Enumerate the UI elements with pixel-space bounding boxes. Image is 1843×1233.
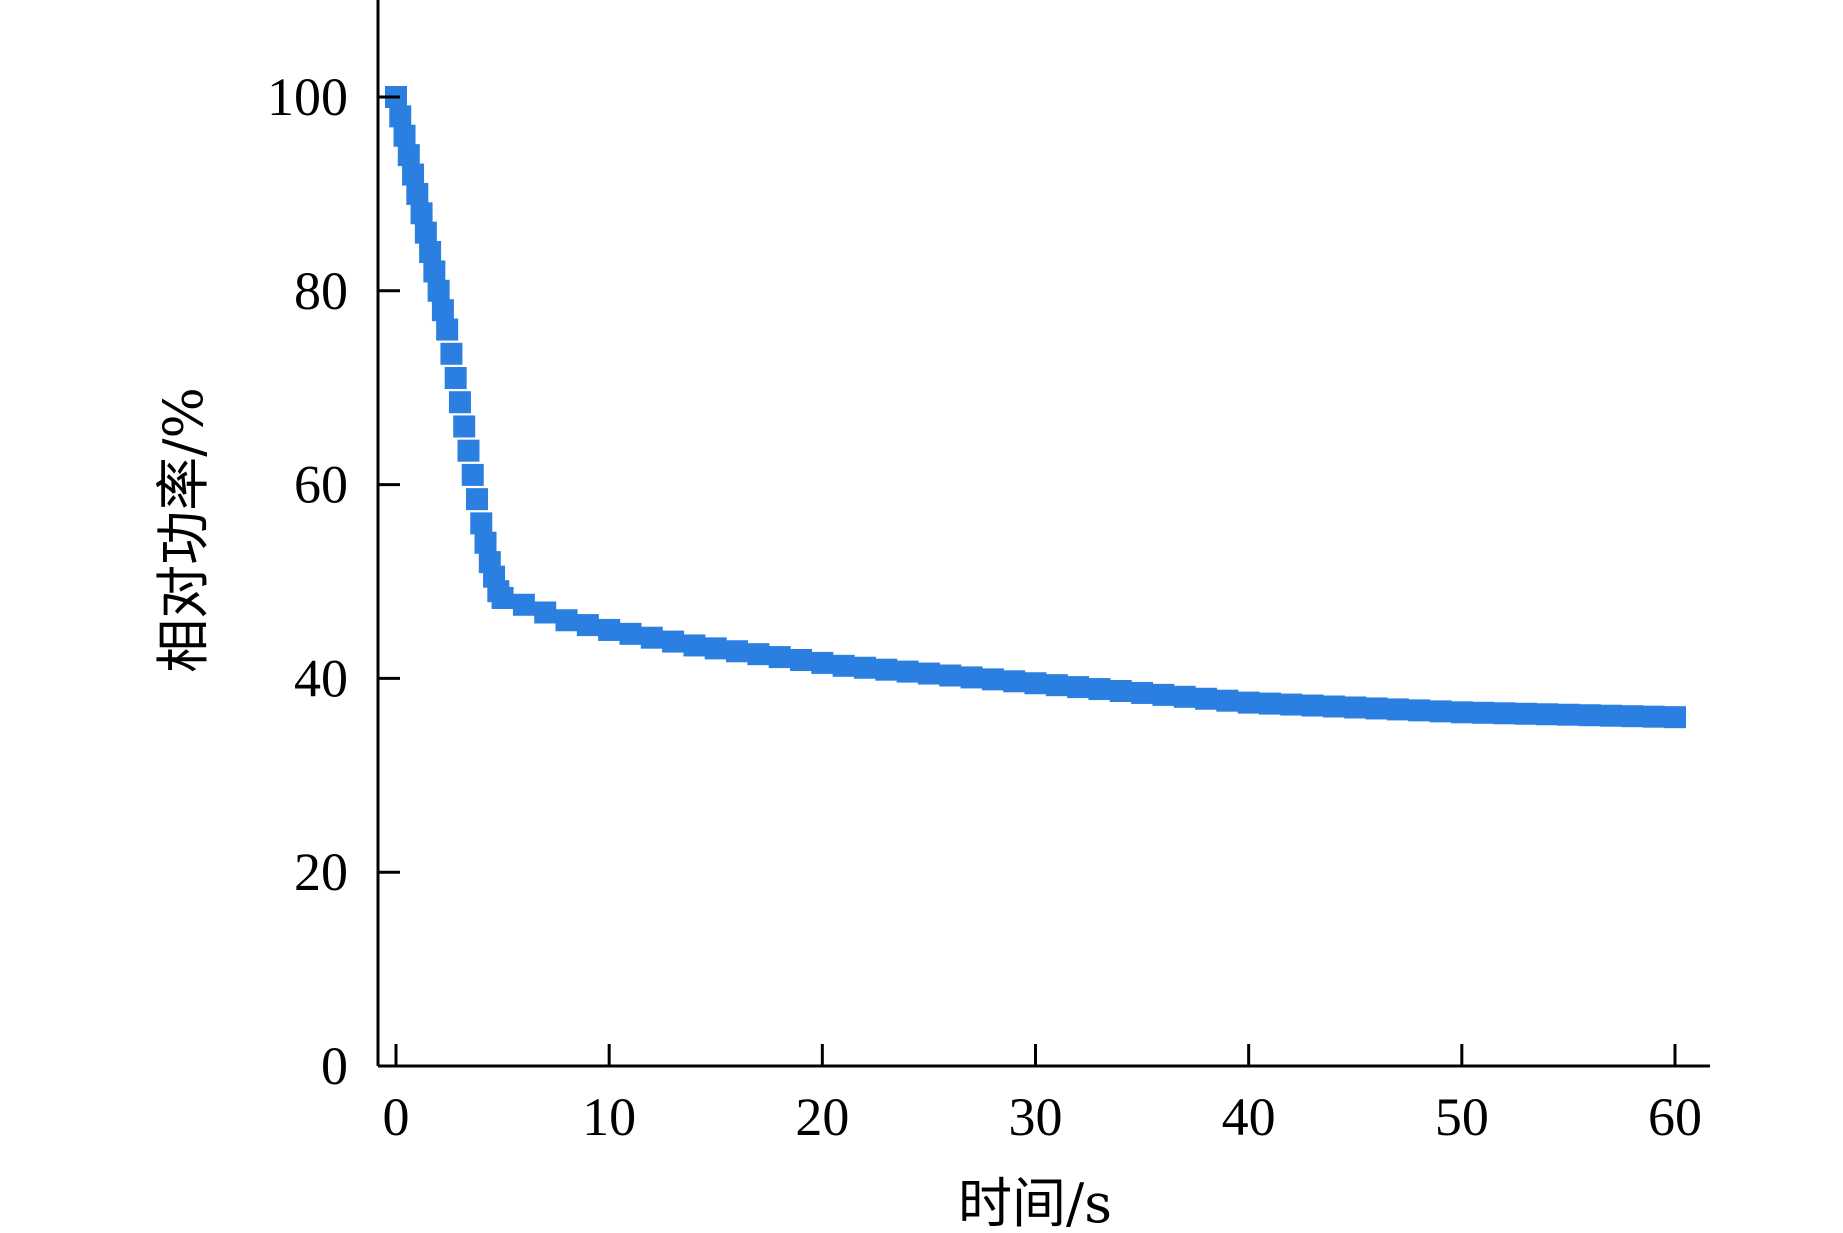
- data-point: [1408, 699, 1431, 722]
- data-point: [1237, 691, 1260, 714]
- data-point: [790, 648, 813, 671]
- y-tick-label: 80: [294, 261, 348, 321]
- data-point: [1216, 689, 1239, 712]
- data-point: [1365, 697, 1388, 720]
- data-point: [436, 318, 459, 341]
- data-point: [832, 654, 855, 677]
- data-point: [1131, 681, 1154, 704]
- data-point: [1280, 693, 1303, 716]
- data-point: [534, 601, 557, 624]
- data-point: [1109, 679, 1132, 702]
- data-point: [1344, 696, 1367, 719]
- y-axis-title: 相对功率/%: [152, 387, 215, 673]
- data-point: [393, 124, 416, 147]
- data-point: [1258, 692, 1281, 715]
- data-point: [389, 105, 412, 128]
- data-point: [512, 593, 535, 616]
- y-tick-label: 40: [294, 648, 348, 708]
- data-point: [1621, 705, 1644, 728]
- data-point: [457, 439, 480, 462]
- data-point: [1642, 705, 1665, 728]
- data-point: [1493, 702, 1516, 725]
- data-point: [474, 531, 497, 554]
- data-point: [427, 279, 450, 302]
- data-point: [1557, 703, 1580, 726]
- data-point: [619, 622, 642, 645]
- data-point: [917, 662, 940, 685]
- data-point: [683, 634, 706, 657]
- data-point: [397, 144, 420, 167]
- data-point: [431, 299, 454, 322]
- data-point: [1429, 700, 1452, 723]
- data-point: [1578, 704, 1601, 727]
- data-point: [410, 202, 433, 225]
- data-point: [470, 512, 493, 535]
- data-point: [875, 658, 898, 681]
- data-point: [402, 163, 425, 186]
- data-point: [491, 586, 514, 609]
- data-point: [853, 656, 876, 679]
- data-point: [726, 640, 749, 663]
- data-point: [414, 221, 437, 244]
- y-tick-label: 100: [267, 67, 348, 127]
- data-point: [1173, 685, 1196, 708]
- data-point: [453, 415, 476, 438]
- data-point: [444, 367, 467, 390]
- data-point: [768, 646, 791, 669]
- data-point: [1450, 701, 1473, 724]
- x-tick-label: 0: [383, 1087, 410, 1147]
- data-point: [1152, 683, 1175, 706]
- data-point: [1322, 695, 1345, 718]
- y-tick-label: 0: [321, 1036, 348, 1096]
- data-point: [1386, 698, 1409, 721]
- data-point: [406, 182, 429, 205]
- data-point: [555, 609, 578, 632]
- data-point: [1664, 706, 1686, 729]
- data-point: [576, 614, 599, 637]
- y-tick-label: 60: [294, 455, 348, 515]
- data-markers: [385, 86, 1686, 729]
- x-tick-label: 50: [1435, 1087, 1489, 1147]
- data-point: [419, 241, 442, 264]
- data-point: [598, 618, 621, 641]
- data-point: [1003, 670, 1026, 693]
- x-tick-label: 10: [582, 1087, 636, 1147]
- data-point: [981, 668, 1004, 691]
- y-tick-label: 20: [294, 842, 348, 902]
- data-point: [448, 391, 471, 414]
- data-point: [466, 488, 489, 511]
- data-point: [662, 630, 685, 653]
- x-tick-label: 20: [795, 1087, 849, 1147]
- axis-ticks: 0 20 40 60 80 100 0 10 20 30 40 50 60: [267, 67, 1702, 1147]
- data-point: [640, 626, 663, 649]
- x-tick-label: 30: [1009, 1087, 1063, 1147]
- data-point: [1088, 678, 1111, 701]
- data-point: [811, 651, 834, 674]
- data-point: [440, 342, 463, 365]
- data-point: [960, 666, 983, 689]
- data-point: [1514, 702, 1537, 725]
- data-point: [1024, 672, 1047, 695]
- data-point: [704, 637, 727, 660]
- data-point: [1536, 703, 1559, 726]
- data-point: [939, 664, 962, 687]
- data-point: [1195, 687, 1218, 710]
- data-point: [896, 660, 919, 683]
- data-point: [1301, 694, 1324, 717]
- data-point: [1600, 704, 1623, 727]
- data-point: [1472, 701, 1495, 724]
- data-point: [747, 643, 770, 666]
- data-point: [1045, 674, 1068, 697]
- data-point: [1067, 676, 1090, 699]
- data-point: [461, 463, 484, 486]
- data-point: [423, 260, 446, 283]
- x-tick-label: 40: [1222, 1087, 1276, 1147]
- x-axis-title: 时间/s: [958, 1172, 1112, 1233]
- x-tick-label: 60: [1648, 1087, 1702, 1147]
